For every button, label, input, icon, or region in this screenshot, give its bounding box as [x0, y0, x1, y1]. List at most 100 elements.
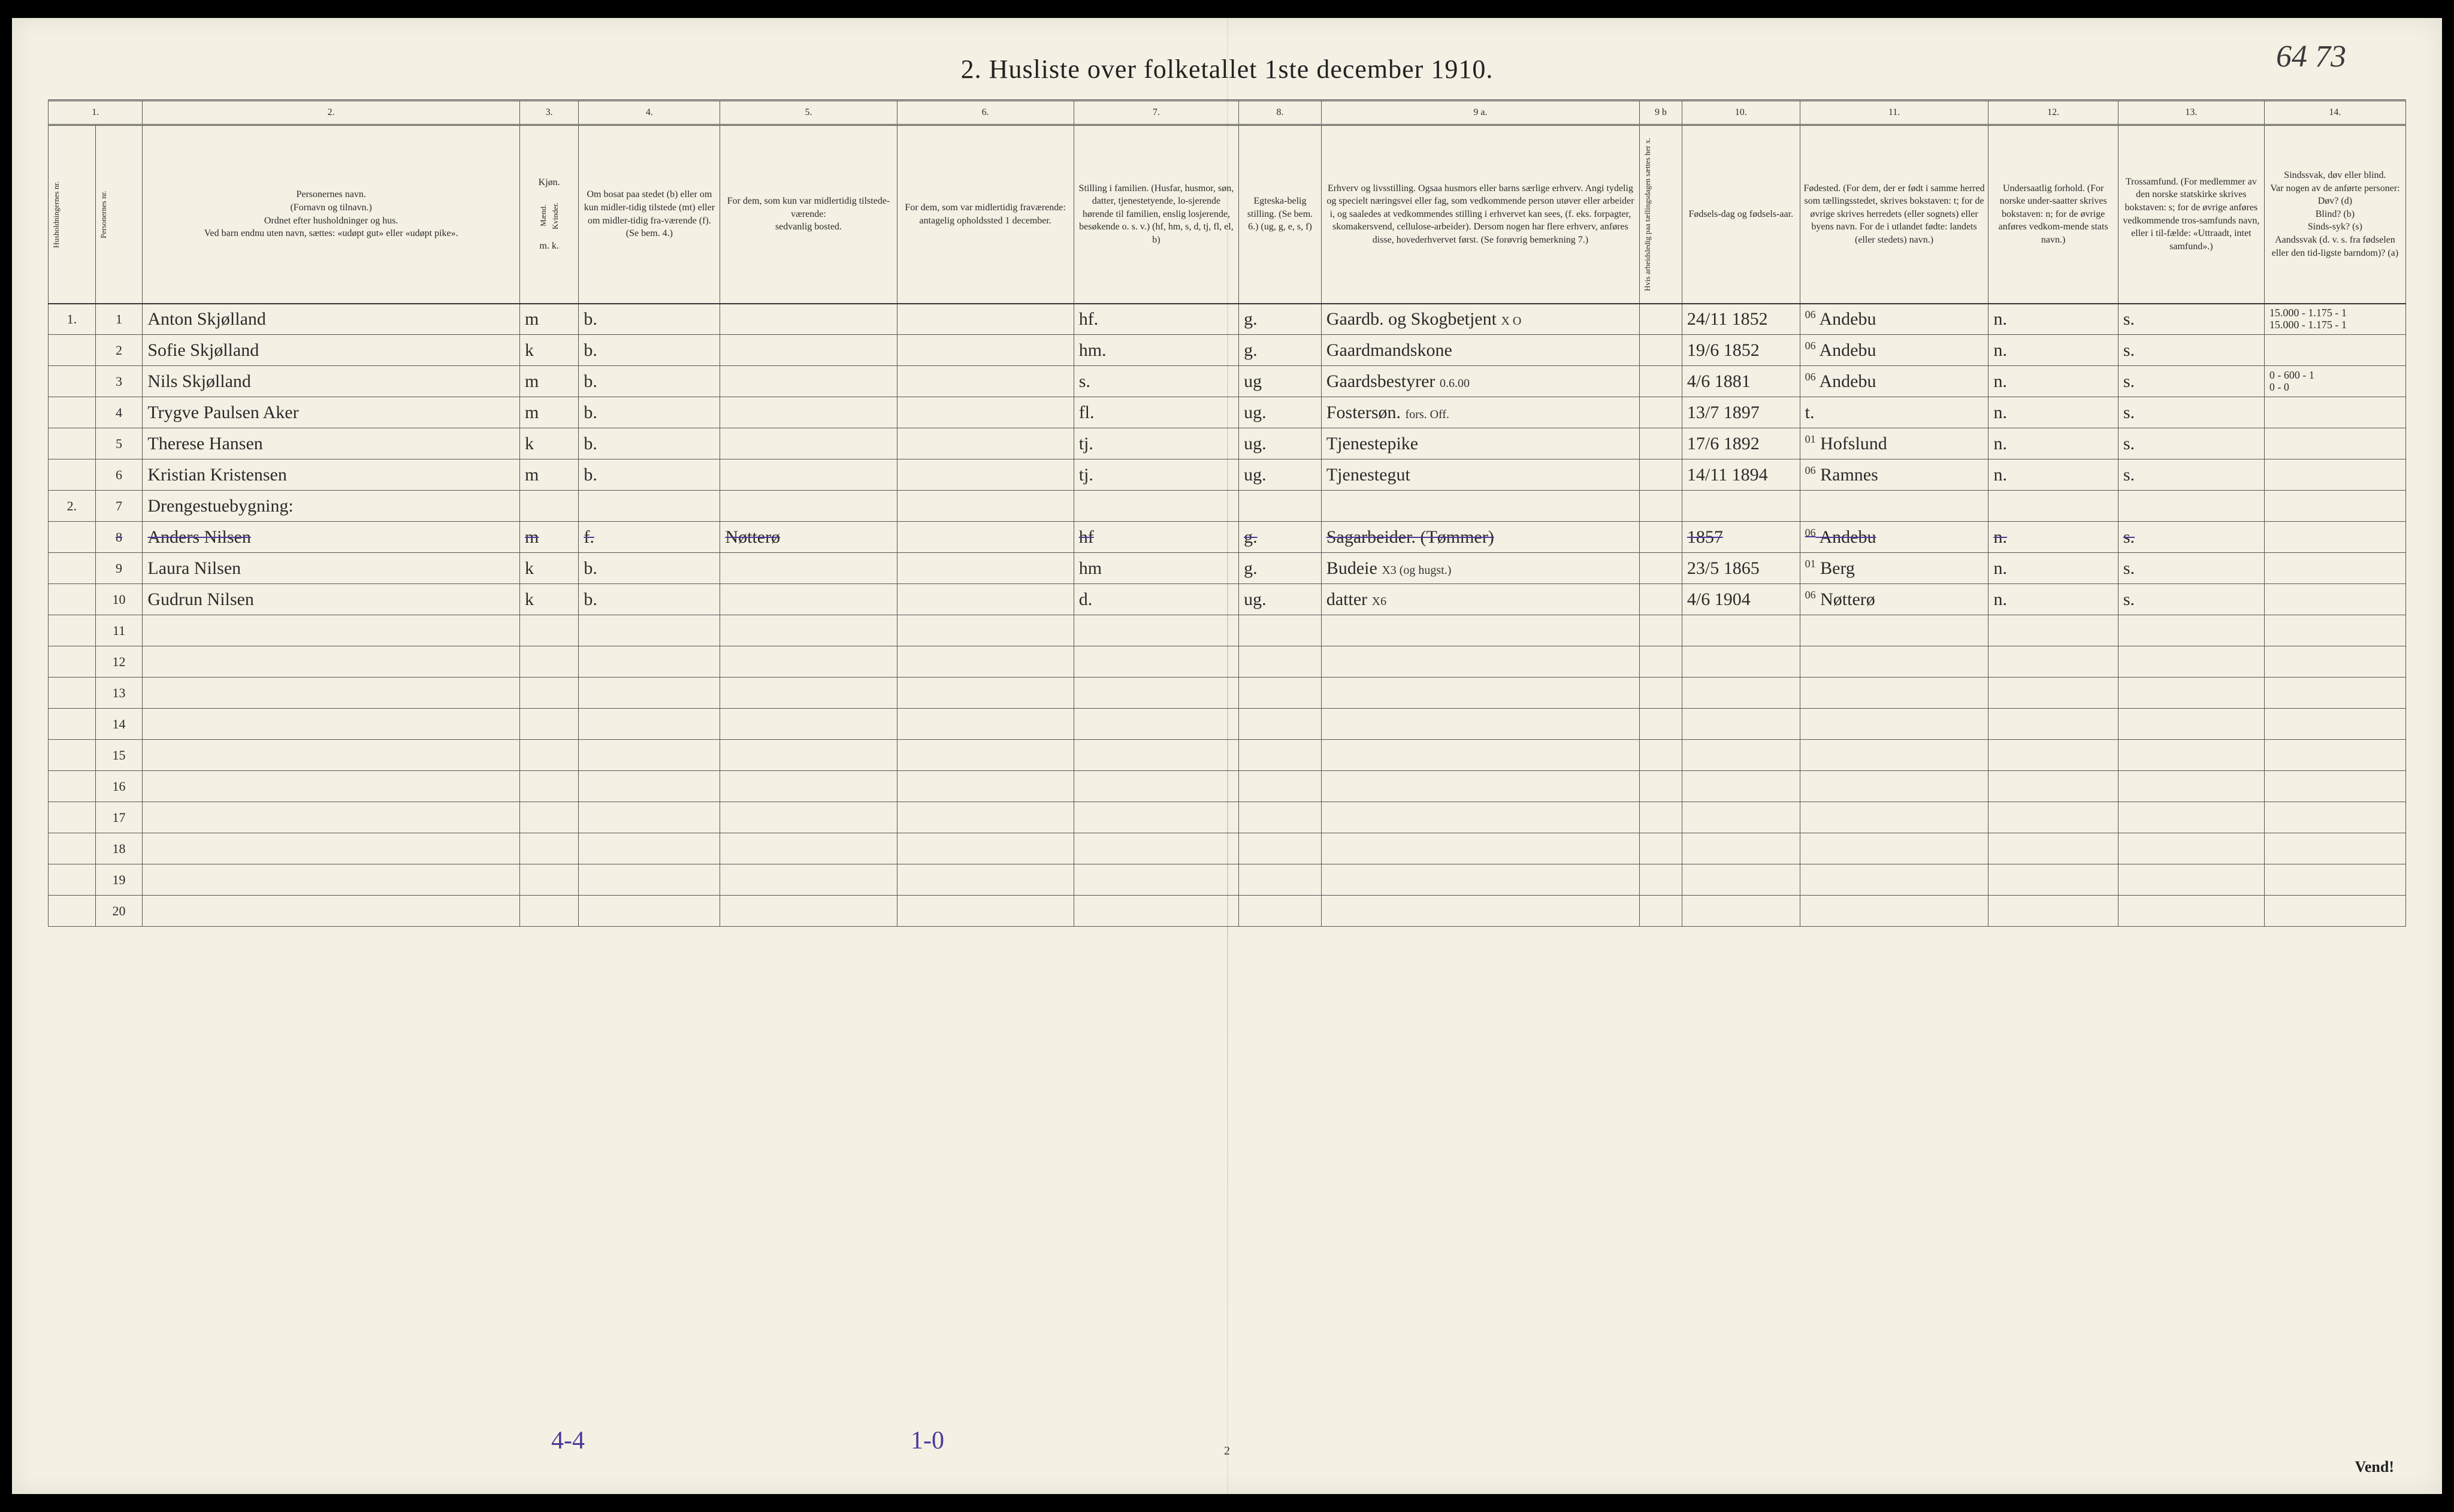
cell-empty — [1988, 709, 2118, 740]
cell-pn: 10 — [95, 584, 143, 615]
cell-empty — [143, 833, 520, 864]
cell-empty — [1239, 864, 1322, 896]
colnum-5: 5. — [720, 101, 897, 125]
colnum-2: 2. — [143, 101, 520, 125]
cell-empty — [579, 646, 720, 678]
cell-c9b — [1640, 584, 1682, 615]
cell-empty — [1321, 802, 1639, 833]
cell-mar: g. — [1239, 304, 1322, 335]
cell-fam: d. — [1074, 584, 1238, 615]
cell-hh — [49, 584, 96, 615]
cell-empty — [2118, 678, 2264, 709]
cell-empty — [1640, 896, 1682, 927]
cell-hh — [49, 553, 96, 584]
colnum-12: 12. — [1988, 101, 2118, 125]
cell-name: Trygve Paulsen Aker — [143, 397, 520, 428]
cell-mar: g. — [1239, 522, 1322, 553]
cell-empty — [897, 896, 1074, 927]
cell-empty — [143, 896, 520, 927]
cell-empty — [1321, 771, 1639, 802]
cell-c6 — [897, 397, 1074, 428]
cell-empty — [49, 709, 96, 740]
cell-empty — [579, 740, 720, 771]
cell-sex: k — [519, 428, 578, 459]
cell-c14 — [2264, 459, 2405, 491]
cell-empty: 12 — [95, 646, 143, 678]
cell-fam: hf. — [1074, 304, 1238, 335]
cell-place: 01 Hofslund — [1800, 428, 1988, 459]
cell-empty — [49, 833, 96, 864]
cell-empty — [2118, 833, 2264, 864]
cell-birth: 4/6 1881 — [1682, 366, 1800, 397]
cell-empty — [1800, 678, 1988, 709]
cell-nat: n. — [1988, 366, 2118, 397]
cell-empty — [1321, 678, 1639, 709]
cell-empty — [1074, 615, 1238, 646]
cell-mar: ug. — [1239, 397, 1322, 428]
hdr-birthplace: Fødested. (For dem, der er født i samme … — [1800, 125, 1988, 304]
cell-fam: fl. — [1074, 397, 1238, 428]
cell-empty — [2264, 615, 2405, 646]
cell-empty — [1321, 740, 1639, 771]
cell-sex: k — [519, 553, 578, 584]
hdr-birthdate: Fødsels-dag og fødsels-aar. — [1682, 125, 1800, 304]
cell-empty — [519, 802, 578, 833]
cell-nat: n. — [1988, 428, 2118, 459]
cell-place — [1800, 491, 1988, 522]
cell-c9b — [1640, 397, 1682, 428]
cell-empty — [2264, 771, 2405, 802]
cell-empty — [1682, 864, 1800, 896]
cell-nat: n. — [1988, 553, 2118, 584]
cell-hh — [49, 335, 96, 366]
cell-fam: hm. — [1074, 335, 1238, 366]
cell-place: 06 Andebu — [1800, 335, 1988, 366]
cell-pn: 6 — [95, 459, 143, 491]
cell-name: Nils Skjølland — [143, 366, 520, 397]
cell-empty — [1682, 709, 1800, 740]
cell-place: t. — [1800, 397, 1988, 428]
colnum-9b: 9 b — [1640, 101, 1682, 125]
cell-empty — [1988, 615, 2118, 646]
cell-empty — [1640, 771, 1682, 802]
hdr-unemployed-label: Hvis arbeidsledig paa tællingsdagen sætt… — [1642, 131, 1653, 298]
cell-c5 — [720, 304, 897, 335]
cell-empty — [1682, 615, 1800, 646]
cell-empty — [49, 678, 96, 709]
cell-empty — [1988, 896, 2118, 927]
cell-res: b. — [579, 335, 720, 366]
cell-empty — [720, 709, 897, 740]
cell-empty — [2264, 646, 2405, 678]
cell-rel: s. — [2118, 522, 2264, 553]
cell-rel: s. — [2118, 366, 2264, 397]
cell-empty — [2118, 802, 2264, 833]
cell-pn: 1 — [95, 304, 143, 335]
colnum-7: 7. — [1074, 101, 1238, 125]
cell-nat: n. — [1988, 304, 2118, 335]
cell-c5: Nøtterø — [720, 522, 897, 553]
cell-empty — [579, 709, 720, 740]
cell-empty — [49, 646, 96, 678]
handwritten-page-number: 64 73 — [2276, 39, 2346, 74]
cell-sex: k — [519, 584, 578, 615]
cell-empty — [1074, 678, 1238, 709]
footer-turn-page: Vend! — [2355, 1458, 2394, 1476]
cell-c6 — [897, 366, 1074, 397]
cell-empty — [1640, 802, 1682, 833]
cell-empty — [1074, 802, 1238, 833]
cell-empty — [1682, 678, 1800, 709]
cell-c5 — [720, 553, 897, 584]
cell-empty — [1682, 802, 1800, 833]
cell-occ: Sagarbeider. (Tømmer) — [1321, 522, 1639, 553]
cell-hh — [49, 397, 96, 428]
cell-empty — [720, 771, 897, 802]
cell-res: b. — [579, 459, 720, 491]
cell-c9b — [1640, 428, 1682, 459]
cell-empty: 16 — [95, 771, 143, 802]
cell-c14 — [2264, 553, 2405, 584]
hdr-household-nr: Husholdningernes nr. — [49, 125, 96, 304]
cell-res: b. — [579, 304, 720, 335]
cell-c6 — [897, 459, 1074, 491]
cell-birth: 13/7 1897 — [1682, 397, 1800, 428]
cell-empty — [2118, 896, 2264, 927]
cell-rel: s. — [2118, 553, 2264, 584]
